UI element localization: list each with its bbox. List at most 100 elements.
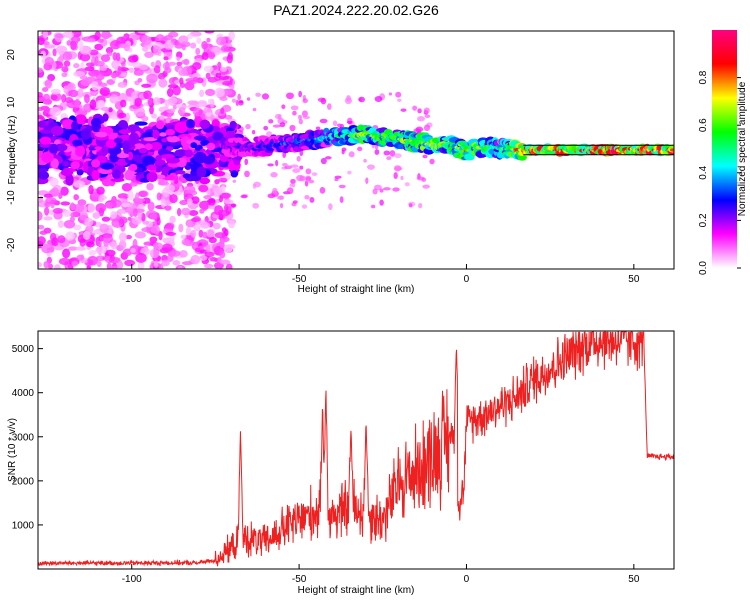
spectrogram-noise-mark [253, 181, 261, 188]
spectrogram-x-ticks: -100 -50 0 50 [122, 264, 640, 285]
spectrogram-noise-mark [57, 235, 66, 244]
spectrogram-band-mark [144, 143, 153, 151]
spectrogram-noise-mark [379, 188, 384, 193]
spectrogram-noise-mark [292, 182, 296, 188]
spectrogram-noise-mark [176, 208, 182, 217]
spectrogram-noise-mark [298, 118, 303, 125]
spectrogram-noise-mark [96, 186, 105, 195]
spectrogram-band-mark [114, 137, 123, 144]
spectrogram-noise-mark [272, 124, 281, 128]
spectrogram-noise-mark [161, 187, 170, 198]
spectrogram-noise-mark [302, 115, 310, 120]
spectrogram-noise-mark [94, 43, 104, 51]
spectrogram-noise-mark [69, 216, 75, 223]
spectrogram-noise-mark [348, 151, 355, 158]
spectrogram-noise-mark [137, 77, 143, 83]
spectrogram-noise-mark [338, 184, 346, 189]
spectrogram-noise-mark [339, 196, 344, 204]
spectrogram-noise-mark [219, 96, 228, 102]
spectrogram-noise-mark [315, 126, 321, 130]
colorbar-tick-label: 0.0 [698, 261, 709, 275]
spectrogram-noise-mark [93, 60, 105, 67]
spectrogram-noise-mark [187, 198, 193, 206]
spectrogram-noise-mark [96, 260, 102, 268]
spectrogram-noise-mark [108, 256, 121, 264]
spectrogram-x-tick-label: -100 [122, 274, 142, 285]
spectrogram-noise-mark [156, 217, 161, 226]
spectrogram-noise-mark [167, 97, 178, 105]
spectrogram-noise-mark [181, 43, 186, 51]
spectrogram-noise-mark [178, 107, 186, 116]
spectrogram-x-axis-label: Height of straight line (km) [298, 284, 415, 295]
spectrogram-noise-mark [137, 261, 145, 269]
spectrogram-noise-mark [279, 122, 286, 128]
spectrogram-noise-mark [95, 71, 105, 81]
spectrogram-noise-mark [169, 250, 181, 257]
spectrogram-noise-mark [147, 97, 153, 106]
spectrogram-noise-mark [73, 224, 82, 231]
spectrogram-y-ticks: 20 10 0 -10 -20 [6, 49, 43, 252]
colorbar-tick-label: 0.6 [698, 118, 709, 132]
spectrogram-noise-mark [218, 177, 228, 183]
spectrogram-noise-mark [228, 220, 235, 229]
spectrogram-noise-mark [374, 149, 380, 155]
spectrogram-band-mark [71, 121, 79, 131]
spectrogram-noise-mark [178, 35, 189, 44]
spectrogram-noise-mark [371, 204, 376, 209]
spectrogram-noise-mark [139, 64, 149, 70]
spectrogram-band-mark [230, 170, 238, 178]
spectrogram-noise-mark [229, 84, 235, 90]
spectrogram-noise-mark [286, 187, 294, 195]
spectrogram-band-mark [95, 131, 108, 138]
spectrogram-noise-mark [121, 202, 130, 208]
spectrogram-band-mark [150, 141, 162, 151]
spectrogram-noise-mark [157, 72, 166, 80]
spectrogram-noise-mark [142, 45, 149, 52]
spectrogram-noise-mark [290, 178, 296, 185]
spectrogram-noise-mark [177, 104, 188, 109]
spectrogram-noise-mark [418, 203, 423, 209]
spectrogram-noise-mark [117, 260, 124, 269]
spectrogram-noise-mark [204, 31, 215, 34]
spectrogram-x-tick-label: -50 [292, 274, 307, 285]
spectrogram-band-mark [110, 177, 125, 183]
spectrogram-band-mark [74, 114, 87, 126]
spectrogram-noise-mark [191, 217, 200, 223]
spectrogram-noise-mark [179, 250, 188, 258]
spectrogram-noise-mark [292, 200, 298, 204]
spectrogram-band-mark [184, 149, 193, 158]
spectrogram-noise-mark [89, 99, 97, 110]
spectrogram-noise-mark [38, 262, 42, 268]
spectrogram-band-mark [75, 145, 86, 157]
spectrogram-band-mark [105, 139, 117, 148]
spectrogram-noise-mark [67, 246, 78, 251]
spectrogram-noise-mark [199, 89, 205, 98]
spectrogram-noise-mark [160, 198, 166, 209]
spectrogram-noise-mark [275, 159, 279, 167]
spectrogram-noise-mark [125, 112, 131, 123]
spectrogram-noise-mark [202, 231, 208, 239]
spectrogram-noise-mark [152, 242, 163, 250]
spectrogram-noise-mark [208, 204, 217, 210]
spectrogram-noise-mark [141, 35, 152, 46]
spectrogram-band-mark [96, 151, 103, 157]
spectrogram-noise-mark [55, 45, 68, 54]
spectrogram-noise-mark [231, 98, 237, 103]
spectrogram-noise-mark [87, 203, 96, 214]
spectrogram-noise-mark [346, 120, 353, 124]
spectrogram-noise-mark [39, 230, 48, 235]
spectrogram-noise-mark [52, 207, 63, 214]
spectrogram-noise-mark [166, 88, 174, 98]
spectrogram-noise-mark [389, 150, 396, 157]
spectrogram-noise-mark [100, 33, 113, 38]
spectrogram-noise-mark [228, 31, 236, 41]
spectrogram-noise-mark [40, 50, 46, 59]
spectrogram-noise-mark [73, 203, 85, 213]
spectrogram-band-mark [166, 135, 180, 143]
spectrogram-noise-mark [207, 76, 218, 83]
snr-y-tick-label: 4000 [12, 388, 35, 399]
spectrogram-band-mark [102, 178, 112, 187]
spectrogram-band-mark [38, 171, 50, 180]
snr-x-tick-label: 50 [628, 574, 640, 585]
spectrogram-noise-mark [58, 257, 71, 266]
